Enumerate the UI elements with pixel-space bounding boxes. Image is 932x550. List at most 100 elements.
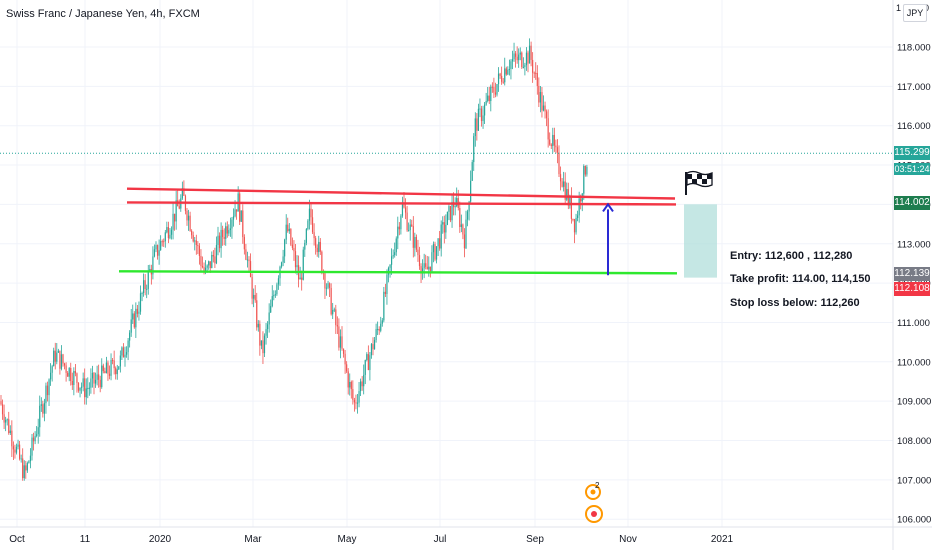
candle-body xyxy=(268,312,270,325)
candle-body xyxy=(518,54,520,61)
candle-body xyxy=(91,372,94,379)
drawings-layer[interactable] xyxy=(0,152,893,278)
candle-body xyxy=(397,226,399,239)
candle-body xyxy=(501,75,503,82)
candle-body xyxy=(178,206,180,209)
price-tick-label: 117.000 xyxy=(897,82,931,93)
candle-body xyxy=(160,241,162,251)
candle-body xyxy=(449,206,452,221)
resistance-line xyxy=(126,187,676,200)
candle-body xyxy=(448,206,450,212)
candle-body xyxy=(192,235,194,242)
time-tick-label: Oct xyxy=(9,534,25,545)
entry-note: Entry: 112,600 , 112,280 xyxy=(730,250,853,262)
time-tick-label: Sep xyxy=(526,534,544,545)
candle-body xyxy=(194,240,196,242)
candle-body xyxy=(431,252,433,272)
stop-loss-note: Stop loss below: 112,260 xyxy=(730,297,860,309)
candle-body xyxy=(225,226,227,239)
candle-body xyxy=(17,444,19,447)
candle-body xyxy=(384,291,386,294)
candle-body xyxy=(327,283,329,288)
candle-body xyxy=(156,245,159,256)
candle-body xyxy=(93,372,95,384)
candle-body xyxy=(294,251,297,268)
candle-body xyxy=(471,162,473,181)
candle-body xyxy=(401,202,404,216)
candle-body xyxy=(510,61,512,70)
checkered-flag-icon[interactable] xyxy=(683,170,715,196)
candle-body xyxy=(257,323,259,328)
candle-body xyxy=(122,347,125,358)
candle-body xyxy=(319,241,321,252)
candle-body xyxy=(11,430,13,447)
candle-body xyxy=(19,444,21,459)
candle-body xyxy=(558,152,560,175)
candle-body xyxy=(253,294,255,299)
candle-body xyxy=(277,278,280,285)
candle-body xyxy=(57,350,59,353)
candle-body xyxy=(479,108,481,110)
candle-body xyxy=(141,293,143,295)
candle-body xyxy=(428,266,430,270)
events-markers[interactable]: 2 xyxy=(584,481,608,525)
candle-body xyxy=(74,371,76,374)
price-tick-label: 108.000 xyxy=(897,436,931,447)
events-count: 2 xyxy=(595,481,600,490)
candle-body xyxy=(1,404,4,415)
candle-body xyxy=(189,215,191,231)
candle-body xyxy=(308,208,311,221)
candle-body xyxy=(254,294,256,301)
candle-body xyxy=(282,256,284,263)
candle-body xyxy=(324,273,326,289)
candle-body xyxy=(81,386,83,388)
candle-body xyxy=(209,261,211,269)
candle-body xyxy=(516,56,518,61)
candle-body xyxy=(0,401,2,405)
currency-label[interactable]: JPY xyxy=(903,4,927,22)
candle-body xyxy=(211,254,213,269)
symbol-title[interactable]: Swiss Franc / Japanese Yen, 4h, FXCM xyxy=(6,8,200,20)
candle-body xyxy=(26,463,28,471)
candle-body xyxy=(513,53,515,60)
candle-body xyxy=(245,249,247,260)
candle-body xyxy=(564,181,566,200)
candle-body xyxy=(456,198,458,207)
candle-body xyxy=(161,241,163,243)
candle-body xyxy=(256,300,258,328)
time-axis[interactable]: Oct 11 2020 Mar May Jul Sep Nov 2021 xyxy=(0,526,932,545)
candle-body xyxy=(88,387,90,389)
candle-body xyxy=(504,68,506,83)
candle-body xyxy=(229,228,231,231)
candle-body xyxy=(68,368,70,377)
take-profit-note: Take profit: 114.00, 114,150 xyxy=(730,273,871,285)
candle-body xyxy=(535,72,537,74)
candle-body xyxy=(28,461,30,464)
candle-body xyxy=(236,209,238,212)
candle-body xyxy=(462,224,464,235)
candle-body xyxy=(578,198,580,216)
candle-body xyxy=(50,372,52,380)
candle-body xyxy=(434,244,436,260)
candle-body xyxy=(342,348,345,354)
candle-body xyxy=(153,249,156,257)
candle-body xyxy=(487,95,489,101)
candle-body xyxy=(110,360,112,376)
candle-body xyxy=(380,323,382,331)
candle-body xyxy=(285,224,287,240)
candle-body xyxy=(201,266,204,268)
candle-body xyxy=(291,244,293,248)
candle-body xyxy=(415,236,417,250)
candle-body xyxy=(341,336,343,349)
candle-body xyxy=(228,230,230,234)
candle-body xyxy=(570,196,572,219)
candle-body xyxy=(311,217,314,233)
candle-body xyxy=(552,134,554,147)
candle-body xyxy=(336,325,338,327)
candle-body xyxy=(87,388,89,390)
candle-body xyxy=(429,266,431,272)
candle-body xyxy=(470,180,472,202)
candle-body xyxy=(129,332,131,341)
candle-body xyxy=(226,226,228,234)
